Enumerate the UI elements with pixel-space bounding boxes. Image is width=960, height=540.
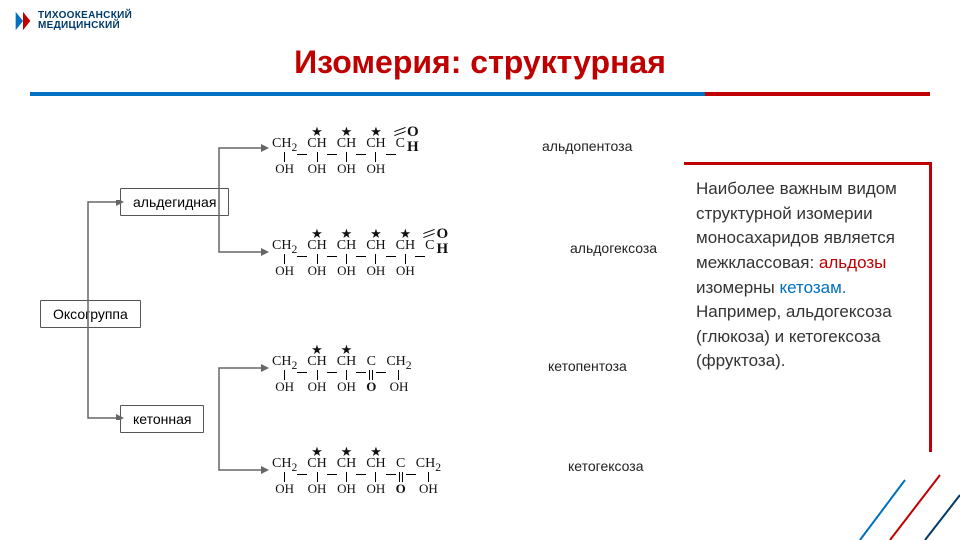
logo-mark-icon [12,10,34,32]
brand-logo: ТИХООКЕАНСКИЙ МЕДИЦИНСКИЙ [12,10,132,32]
label-ketopentose: кетопентоза [548,358,627,374]
side-explanation: Наиболее важным видом структурной изомер… [684,162,932,452]
formula-ketopentose: CH2OH ★CHOH ★CHOH CO CH2OH [272,342,412,394]
side-t2: изомерны [696,278,779,297]
label-ketohexose: кетогексоза [568,458,644,474]
side-hl2: кетозам. [779,278,846,297]
ket-forks [215,360,275,500]
node-aldehyde: альдегидная [120,188,229,216]
formula-ketohexose: CH2OH ★CHOH ★CHOH ★CHOH CO CH2OH [272,444,441,496]
corner-decoration-icon [840,460,960,540]
node-ketone: кетонная [120,405,204,433]
logo-line2: МЕДИЦИНСКИЙ [38,21,132,32]
label-aldohexose: альдогексоза [570,240,657,256]
page-title: Изомерия: структурная [0,44,960,81]
formula-aldopentose: CH2OH ★CHOH ★CHOH ★CHOH C OH [272,124,419,176]
ald-forks [215,140,275,280]
label-aldopentose: альдопентоза [542,138,632,154]
side-t3: Например, альдогексоза (глюкоза) и кетог… [696,302,892,370]
tree-connectors [80,200,130,420]
title-underline [30,92,930,98]
side-hl1: альдозы [819,253,886,272]
formula-aldohexose: CH2OH ★CHOH ★CHOH ★CHOH ★CHOH C OH [272,226,448,278]
